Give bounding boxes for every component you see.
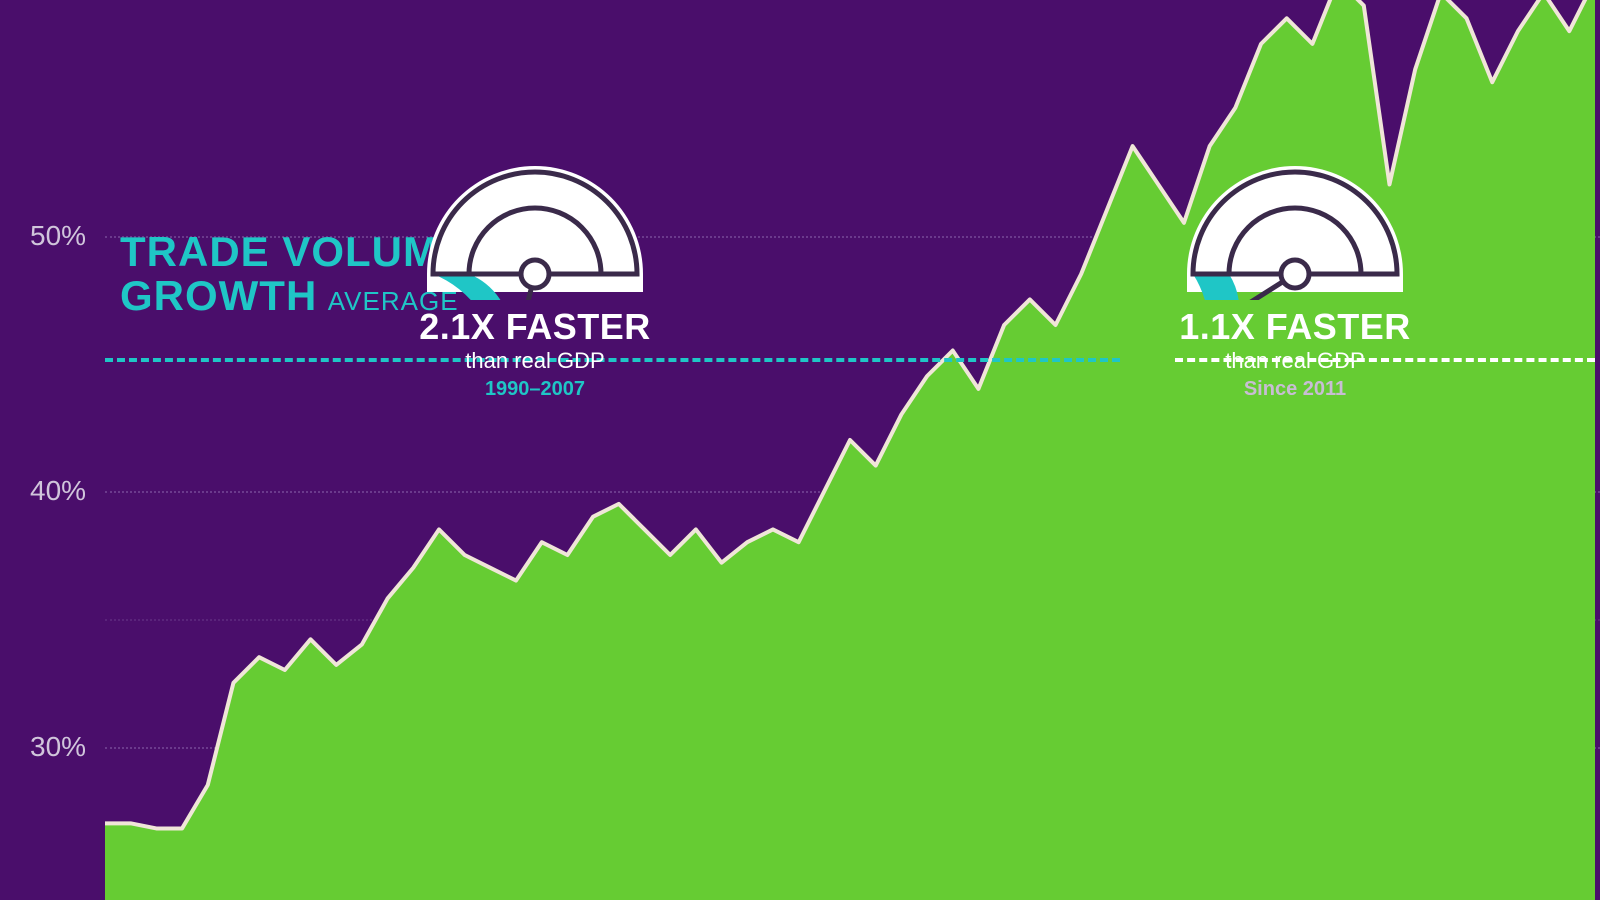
- speedometer-icon: [425, 150, 645, 300]
- gauge-subline: than real GDP: [405, 348, 665, 374]
- gauge-headline: 2.1X FASTER: [405, 308, 665, 346]
- gauge-1990-2007: 2.1X FASTER than real GDP 1990–2007: [405, 150, 665, 401]
- y-axis-label-30: 30%: [30, 731, 86, 763]
- gauge-subline: than real GDP: [1165, 348, 1425, 374]
- gauge-period: 1990–2007: [405, 378, 665, 401]
- gauge-headline: 1.1X FASTER: [1165, 308, 1425, 346]
- gauge-since-2011: 1.1X FASTER than real GDP Since 2011: [1165, 150, 1425, 401]
- y-axis-label-40: 40%: [30, 475, 86, 507]
- gauge-period: Since 2011: [1165, 378, 1425, 401]
- y-axis-label-50: 50%: [30, 220, 86, 252]
- area-series: [0, 0, 1600, 900]
- speedometer-icon: [1185, 150, 1405, 300]
- chart-title-line2: GROWTH: [120, 272, 317, 319]
- trade-volume-chart: 50% 40% 30% TRADE VOLUME GROWTH AVERAGE …: [0, 0, 1600, 900]
